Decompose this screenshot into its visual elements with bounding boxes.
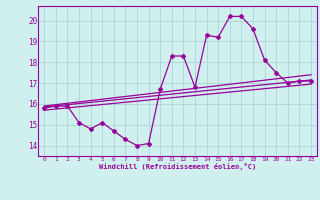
X-axis label: Windchill (Refroidissement éolien,°C): Windchill (Refroidissement éolien,°C) [99, 163, 256, 170]
